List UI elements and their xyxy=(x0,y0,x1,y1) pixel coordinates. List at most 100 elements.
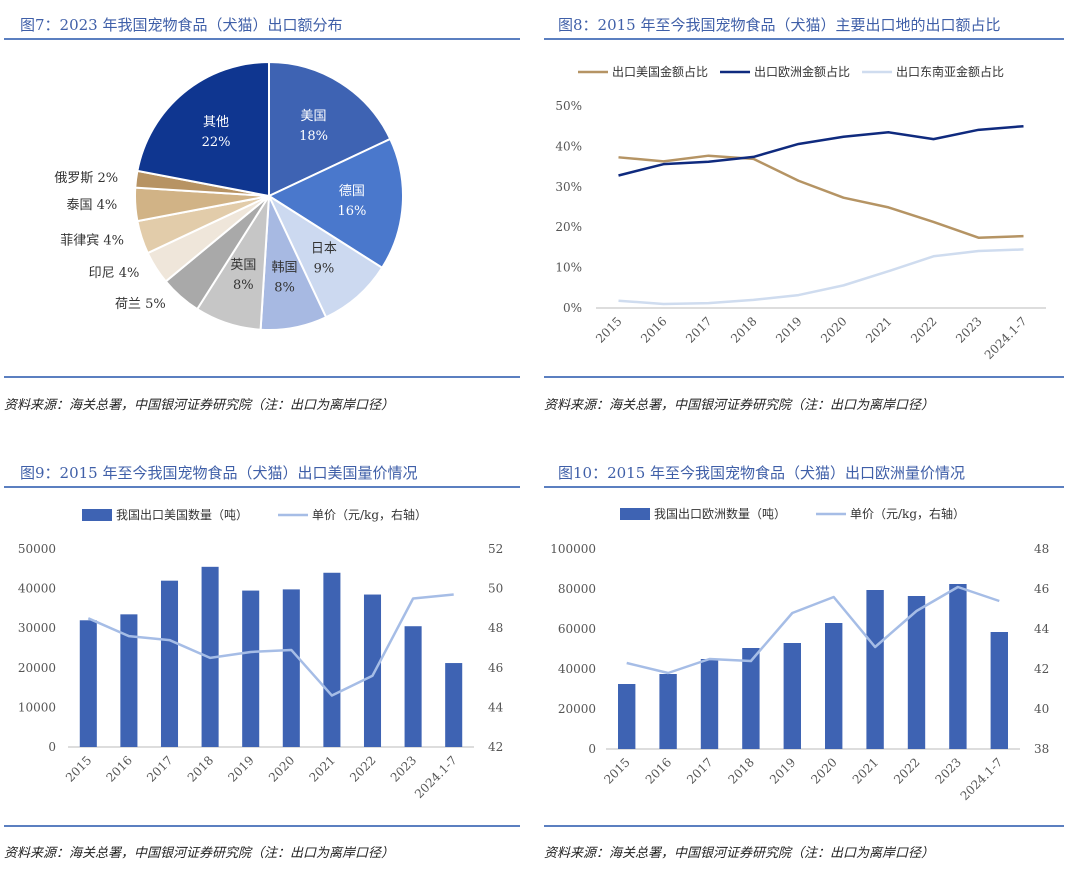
x-tick-label: 2020 xyxy=(818,314,849,345)
y-tick-label: 30000 xyxy=(18,621,56,635)
x-tick-label: 2022 xyxy=(891,755,922,786)
pie-label: 韩国 xyxy=(272,261,298,276)
x-tick-label: 2021 xyxy=(307,753,338,784)
bar xyxy=(363,594,382,747)
y-tick-label: 40000 xyxy=(558,662,596,676)
fig9-panel: 图9：2015 年至今我国宠物食品（犬猫）出口美国量价情况 0 10000 2000… xyxy=(4,455,520,865)
bar xyxy=(242,590,260,747)
legend-label: 单价（元/kg，右轴） xyxy=(850,506,965,521)
legend-label: 出口东南亚金额占比 xyxy=(896,64,1004,79)
fig9-title: 图9：2015 年至今我国宠物食品（犬猫）出口美国量价情况 xyxy=(20,464,418,482)
fig10-panel: 图10：2015 年至今我国宠物食品（犬猫）出口欧洲量价情况 0 20000 400… xyxy=(544,455,1064,865)
fig8-title-rule xyxy=(544,38,1064,40)
y-tick-label: 100000 xyxy=(550,542,596,556)
pie-value-label: 9% xyxy=(314,261,335,276)
x-tick-label: 2019 xyxy=(773,314,804,345)
y2-tick-label: 52 xyxy=(488,542,503,556)
series-line-2 xyxy=(87,593,454,697)
pie-label: 日本 xyxy=(311,241,337,256)
y-tick-label: 20000 xyxy=(18,661,56,675)
fig10-title-rule xyxy=(544,486,1064,488)
x-tick-label: 2020 xyxy=(266,753,297,784)
x-tick-label: 2024.1-7 xyxy=(982,314,1030,362)
x-tick-label: 2018 xyxy=(726,755,757,786)
fig9-source: 资料来源：海关总署，中国银河证券研究院（注：出口为离岸口径） xyxy=(4,846,395,861)
bar xyxy=(323,572,341,747)
bar xyxy=(990,632,1008,749)
pie-label: 德国 xyxy=(339,184,365,199)
pie-value-label: 8% xyxy=(233,278,254,293)
y-tick-label: 40% xyxy=(555,139,582,153)
pie-value-label: 16% xyxy=(337,204,366,219)
fig9-combo-chart: 0 10000 20000 30000 40000 50000 42 44 46 48 50 52 20… xyxy=(18,507,504,801)
legend-label: 出口欧洲金额占比 xyxy=(754,64,850,79)
legend-label: 我国出口美国数量（吨） xyxy=(116,507,248,522)
bar xyxy=(445,663,463,747)
fig7-source: 资料来源：海关总署，中国银河证券研究院（注：出口为离岸口径） xyxy=(4,398,395,413)
y-tick-label: 50% xyxy=(555,99,582,113)
y2-tick-label: 50 xyxy=(488,582,503,596)
fig10-combo-chart: 0 20000 40000 60000 80000 100000 38 40 42 44 46 48 2… xyxy=(550,506,1050,803)
x-tick-label: 2023 xyxy=(388,753,419,784)
y2-tick-label: 48 xyxy=(1034,542,1049,556)
x-tick-label: 2024.1-7 xyxy=(412,753,460,801)
y-tick-label: 60000 xyxy=(558,622,596,636)
fig8-line-chart: 0% 10% 20% 30% 40% 50% 2015 2016 2017 2018 2019 202… xyxy=(555,64,1046,362)
y2-tick-label: 44 xyxy=(1034,622,1050,636)
bar xyxy=(742,648,760,749)
pie-slice-11 xyxy=(136,60,270,198)
x-tick-label: 2018 xyxy=(185,753,216,784)
legend-swatch xyxy=(82,509,112,521)
y2-tick-label: 38 xyxy=(1034,742,1049,756)
series-line-2 xyxy=(618,124,1024,177)
x-tick-label: 2022 xyxy=(908,314,939,345)
fig9-title-rule xyxy=(4,486,520,488)
fig7-pie-chart: 美国 18% 德国 16% 日本 9% 韩国 8% 英国 8% 荷兰 5% 印尼 4% 菲律宾 4% 泰国… xyxy=(54,60,404,331)
y-tick-label: 50000 xyxy=(18,542,56,556)
fig9-bottom-rule xyxy=(4,825,520,827)
fig8-bottom-rule xyxy=(544,376,1064,378)
y-tick-label: 20% xyxy=(555,220,582,234)
series-line-2 xyxy=(626,585,1000,675)
x-tick-label: 2018 xyxy=(728,314,759,345)
fig8-source: 资料来源：海关总署，中国银河证券研究院（注：出口为离岸口径） xyxy=(544,398,935,413)
fig7-panel: 图7：2023 年我国宠物食品（犬猫）出口额分布 美国 18% 德国 16% 日本 9% 韩… xyxy=(4,6,520,416)
x-tick-label: 2016 xyxy=(638,314,669,345)
pie-value-label: 18% xyxy=(299,129,328,144)
x-tick-label: 2019 xyxy=(225,753,256,784)
bar xyxy=(404,626,422,747)
y-tick-label: 80000 xyxy=(558,582,596,596)
legend-swatch xyxy=(620,508,650,520)
x-tick-label: 2017 xyxy=(144,753,175,784)
bar xyxy=(949,584,967,749)
pie-slice-2 xyxy=(266,137,404,270)
bar xyxy=(282,589,300,747)
x-tick-label: 2023 xyxy=(953,314,984,345)
fig7-title-rule xyxy=(4,38,520,40)
y-tick-label: 0 xyxy=(48,740,56,754)
bar xyxy=(79,620,97,747)
x-tick-label: 2016 xyxy=(104,753,135,784)
legend-label: 出口美国金额占比 xyxy=(612,64,708,79)
x-tick-label: 2017 xyxy=(684,755,715,786)
pie-outside-label: 菲律宾 4% xyxy=(60,232,124,248)
bar xyxy=(907,596,926,749)
fig10-bottom-rule xyxy=(544,825,1064,827)
y2-tick-label: 44 xyxy=(488,700,504,714)
bar xyxy=(783,643,801,749)
fig8-title: 图8：2015 年至今我国宠物食品（犬猫）主要出口地的出口额占比 xyxy=(558,16,1001,34)
y-tick-label: 0% xyxy=(563,301,582,315)
legend-label: 单价（元/kg，右轴） xyxy=(312,507,427,522)
bar xyxy=(700,659,719,749)
fig10-source: 资料来源：海关总署，中国银河证券研究院（注：出口为离岸口径） xyxy=(544,846,935,861)
series-line-3 xyxy=(618,248,1024,306)
bar xyxy=(659,674,677,749)
fig7-title: 图7：2023 年我国宠物食品（犬猫）出口额分布 xyxy=(20,16,343,34)
fig8-panel: 图8：2015 年至今我国宠物食品（犬猫）主要出口地的出口额占比 0% 10% 20… xyxy=(544,6,1064,416)
x-tick-label: 2020 xyxy=(808,755,839,786)
pie-value-label: 22% xyxy=(202,135,231,150)
x-tick-label: 2021 xyxy=(863,314,894,345)
y2-tick-label: 48 xyxy=(488,621,503,635)
y-tick-label: 40000 xyxy=(18,582,56,596)
bar xyxy=(825,623,843,749)
